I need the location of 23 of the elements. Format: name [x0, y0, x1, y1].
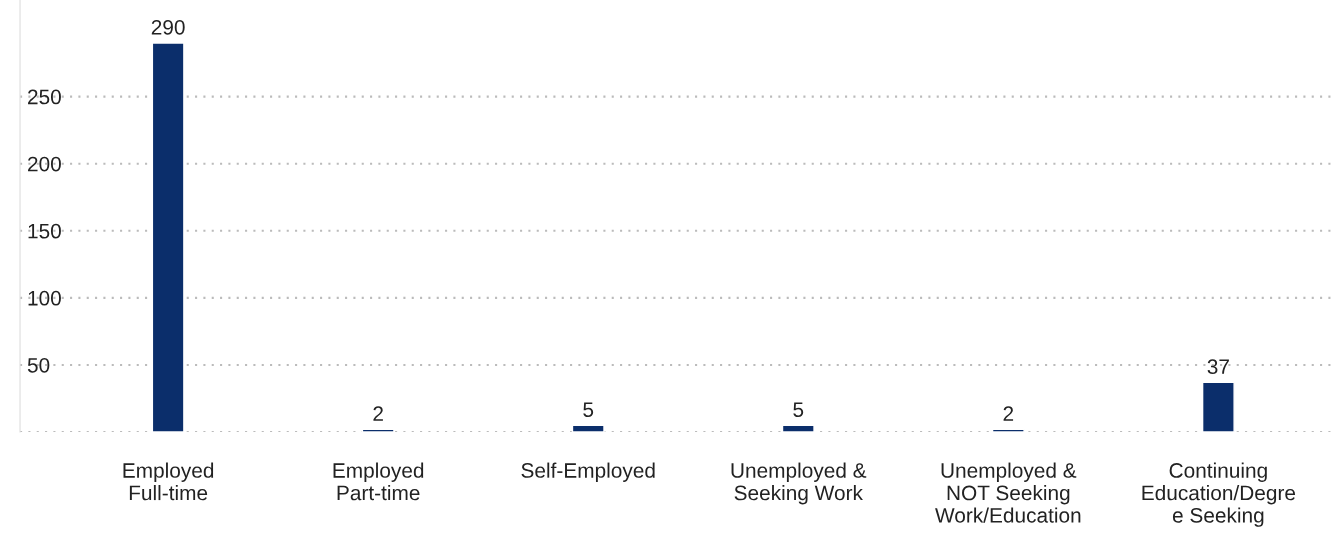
y-tick-label: 250: [28, 89, 61, 105]
bar: [1201, 381, 1235, 432]
x-tick-label: Continuing Education/Degre e Seeking: [1142, 462, 1296, 527]
x-tick-label: Self-Employed: [521, 462, 655, 482]
y-tick-label: 100: [28, 290, 61, 306]
bar: [781, 424, 815, 432]
x-tick-label: Employed Part-time: [333, 462, 424, 501]
x-tick-label: Unemployed & NOT Seeking Work/Education: [935, 462, 1081, 523]
x-tick-label: Unemployed & Seeking Work: [731, 462, 867, 505]
y-tick-label: 50: [27, 357, 50, 373]
data-label: 5: [793, 402, 804, 418]
bar: [991, 428, 1025, 432]
bar: [361, 428, 395, 432]
data-label: 290: [151, 19, 185, 35]
x-tick-label: Employed Full-time: [123, 462, 214, 501]
data-label: 5: [583, 402, 594, 418]
bar: [571, 424, 605, 432]
data-label: 37: [1207, 359, 1229, 375]
y-tick-label: 150: [28, 223, 61, 239]
data-label: 2: [1003, 406, 1014, 421]
y-tick-label: 200: [28, 156, 61, 172]
bar: [151, 42, 185, 432]
data-label: 2: [373, 406, 383, 421]
